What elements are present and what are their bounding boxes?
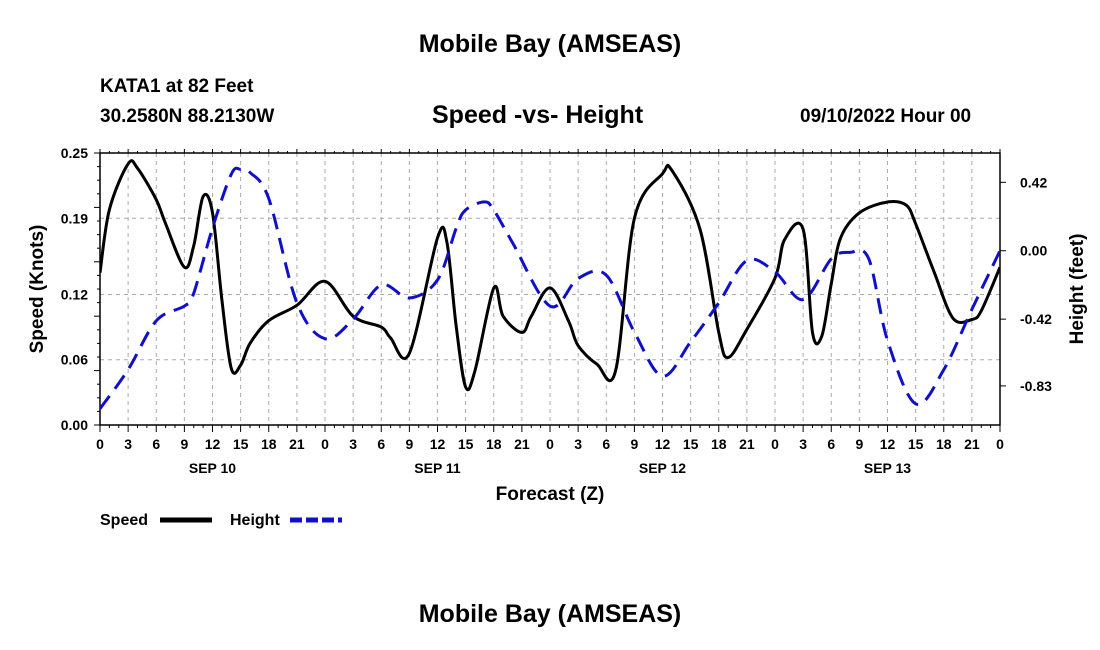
chart-title: Mobile Bay (AMSEAS)	[418, 30, 682, 58]
y-tick-label: 0.06	[61, 352, 88, 368]
y-tick-label: 0.00	[61, 417, 88, 433]
x-tick-label: 0	[546, 436, 554, 452]
x-tick-label: 21	[739, 436, 755, 452]
y-tick-label: 0.12	[61, 286, 88, 302]
y2-tick-label: -0.42	[1020, 311, 1052, 327]
x-tick-label: 3	[349, 436, 357, 452]
y2-tick-label: 0.00	[1020, 243, 1047, 259]
x-tick-label: 12	[430, 436, 446, 452]
y2-axis-title: Height (feet)	[1067, 234, 1088, 345]
x-tick-label: 3	[799, 436, 807, 452]
x-axis-title: Forecast (Z)	[496, 484, 605, 505]
y-axis-title: Speed (Knots)	[27, 225, 48, 354]
height-series-line	[100, 166, 1000, 410]
x-tick-label: 21	[964, 436, 980, 452]
repeat-chart-title: Mobile Bay (AMSEAS)	[418, 600, 682, 628]
x-day-label: SEP 13	[864, 460, 911, 476]
station-label: KATA1 at 82 Feet	[100, 76, 254, 97]
x-tick-label: 9	[855, 436, 863, 452]
x-tick-label: 18	[261, 436, 277, 452]
speed-height-chart: 0 3 6 9 12 15 18 21 0 3 6 9 12 15 18 21 0 3 6 9 12 15 18 21 0 3 6 9…	[27, 145, 1088, 529]
x-tick-label: 9	[405, 436, 413, 452]
x-tick-label: 9	[180, 436, 188, 452]
y-tick-label: 0.25	[61, 145, 88, 161]
x-day-label: SEP 12	[639, 460, 686, 476]
x-tick-label: 0	[771, 436, 779, 452]
x-tick-label: 3	[574, 436, 582, 452]
forecast-datetime: 09/10/2022 Hour 00	[800, 106, 972, 127]
station-coordinates: 30.2580N 88.2130W	[100, 106, 275, 127]
legend-label-speed: Speed	[100, 512, 148, 529]
y-tick-label: 0.19	[61, 210, 88, 226]
x-tick-label: 0	[996, 436, 1004, 452]
x-tick-label: 15	[458, 436, 474, 452]
y2-tick-label: 0.42	[1020, 174, 1047, 190]
x-tick-label: 18	[936, 436, 952, 452]
x-tick-label: 6	[602, 436, 610, 452]
y2-tick-label: -0.83	[1020, 378, 1052, 394]
x-tick-label: 12	[205, 436, 221, 452]
x-day-label: SEP 10	[189, 460, 236, 476]
x-tick-label: 9	[630, 436, 638, 452]
chart-subtitle: Speed -vs- Height	[432, 101, 644, 129]
x-tick-label: 3	[124, 436, 132, 452]
x-tick-label: 21	[514, 436, 530, 452]
x-tick-label: 15	[233, 436, 249, 452]
x-tick-label: 6	[827, 436, 835, 452]
x-tick-label: 15	[908, 436, 924, 452]
x-day-label: SEP 11	[414, 460, 461, 476]
x-tick-label: 15	[683, 436, 699, 452]
legend-label-height: Height	[230, 512, 280, 529]
x-tick-label: 21	[289, 436, 305, 452]
x-tick-label: 18	[486, 436, 502, 452]
x-tick-label: 6	[152, 436, 160, 452]
x-tick-label: 12	[880, 436, 896, 452]
x-tick-label: 0	[321, 436, 329, 452]
x-tick-label: 6	[377, 436, 385, 452]
speed-series-line	[100, 159, 1000, 392]
x-tick-label: 12	[655, 436, 671, 452]
x-tick-label: 0	[96, 436, 104, 452]
x-tick-label: 18	[711, 436, 727, 452]
